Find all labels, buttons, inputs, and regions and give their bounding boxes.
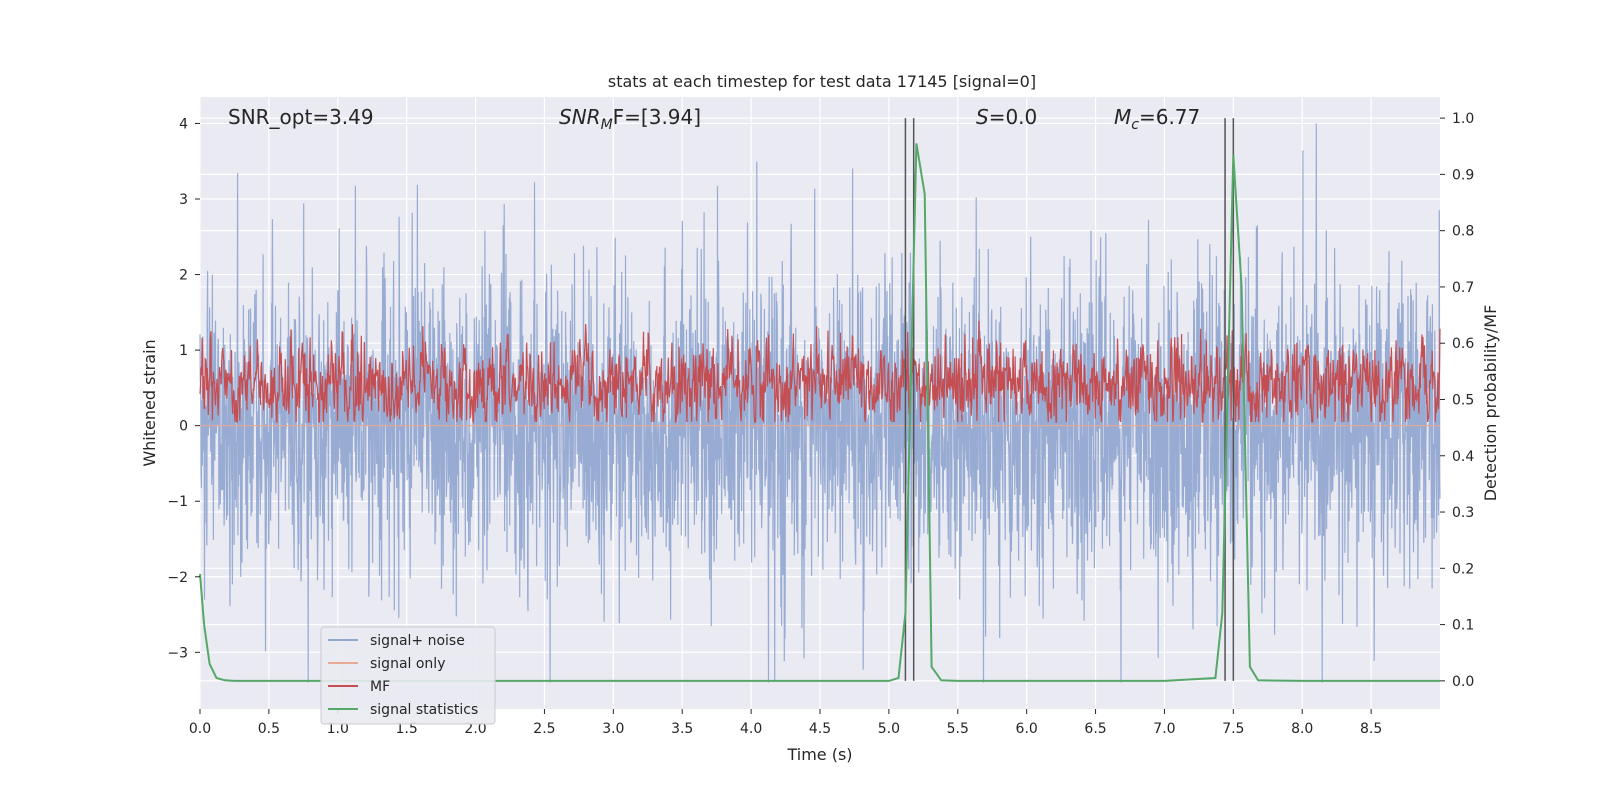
annotation-s-rest: =0.0 — [989, 105, 1038, 129]
annotation-snr-mf-sub: M — [601, 117, 613, 133]
annotation-snr-mf-main: SNR — [559, 105, 601, 129]
annotation-snr-mf-rest: F=[3.94] — [613, 105, 701, 129]
signal-statistics-line — [199, 143, 1440, 682]
x-tick-label: 4.5 — [809, 721, 831, 737]
y-right-tick-label: 0.5 — [1452, 392, 1474, 408]
x-axis-title: Time (s) — [786, 745, 852, 764]
x-tick-label: 0.5 — [258, 721, 280, 737]
legend-label-signal-only: signal only — [370, 656, 445, 672]
y-right-tick-label: 0.6 — [1452, 336, 1474, 352]
chart-title: stats at each timestep for test data 171… — [608, 72, 1036, 91]
annotation-s-main: S — [976, 105, 989, 129]
y-right-tick-label: 0.1 — [1452, 618, 1474, 634]
x-tick-label: 1.5 — [396, 721, 418, 737]
x-tick-label: 8.5 — [1360, 721, 1382, 737]
y-left-tick-label: 4 — [179, 116, 188, 132]
x-tick-label: 5.0 — [878, 721, 900, 737]
annotation-mc: Mc=6.77 — [1114, 105, 1200, 133]
y-axis-right-ticks: 1.0 0.9 0.8 0.7 0.6 0.5 0.4 0.3 0.2 0.1 0.0 — [1440, 111, 1474, 690]
y-axis-left-title-text: Whitened strain — [140, 339, 159, 466]
x-tick-label: 2.0 — [464, 721, 486, 737]
x-tick-label: 6.5 — [1084, 721, 1106, 737]
y-right-tick-label: 0.3 — [1452, 505, 1474, 521]
annotation-snr-mf: SNRMF=[3.94] — [559, 105, 701, 133]
legend-label-signal-noise: signal+ noise — [370, 633, 465, 649]
annotation-mc-main: M — [1114, 105, 1131, 129]
x-tick-label: 0.0 — [189, 721, 211, 737]
annotation-s: S=0.0 — [976, 105, 1037, 129]
y-left-tick-label: 3 — [179, 192, 188, 208]
x-tick-label: 3.5 — [671, 721, 693, 737]
annotation-mc-rest: =6.77 — [1139, 105, 1200, 129]
y-right-tick-label: 1.0 — [1452, 111, 1474, 127]
x-tick-label: 2.5 — [533, 721, 555, 737]
y-left-tick-label: 1 — [179, 343, 188, 359]
x-tick-label: 8.0 — [1291, 721, 1313, 737]
x-tick-label: 6.0 — [1016, 721, 1038, 737]
series-signal-statistics — [199, 143, 1440, 682]
y-right-tick-label: 0.9 — [1452, 167, 1474, 183]
y-left-tick-label: −2 — [167, 570, 188, 586]
annotation-snr-opt: SNR_opt=3.49 — [228, 105, 374, 129]
annotation-mc-sub: c — [1131, 117, 1139, 133]
y-left-tick-label: −3 — [167, 645, 188, 661]
x-tick-label: 7.0 — [1153, 721, 1175, 737]
y-left-tick-label: 0 — [179, 419, 188, 435]
y-right-tick-label: 0.4 — [1452, 449, 1474, 465]
legend: signal+ noise signal only MF signal stat… — [320, 626, 496, 725]
y-right-tick-label: 0.7 — [1452, 280, 1474, 296]
y-right-tick-label: 0.0 — [1452, 674, 1474, 690]
legend-box — [320, 626, 496, 725]
annotations: SNR_opt=3.49 SNRMF=[3.94] S=0.0 Mc=6.77 — [228, 105, 1200, 133]
y-axis-left-ticks: 4 3 2 1 0 −1 −2 −3 — [167, 116, 200, 661]
plot-area — [199, 97, 1441, 709]
y-right-tick-label: 0.2 — [1452, 561, 1474, 577]
x-tick-label: 4.0 — [740, 721, 762, 737]
x-axis-ticks: 0.0 0.5 1.0 1.5 2.0 2.5 3.0 3.5 4.0 4.5 5.0 5.5 6.0 6… — [189, 709, 1382, 737]
legend-label-signal-statistics: signal statistics — [370, 702, 478, 718]
x-tick-label: 3.0 — [602, 721, 624, 737]
y-left-tick-label: −1 — [167, 494, 188, 510]
y-axis-right-title: Detection probability/MF — [1481, 305, 1500, 502]
x-tick-label: 5.5 — [947, 721, 969, 737]
y-left-tick-label: 2 — [179, 268, 188, 284]
x-tick-label: 1.0 — [327, 721, 349, 737]
x-tick-label: 7.5 — [1222, 721, 1244, 737]
y-right-tick-label: 0.8 — [1452, 224, 1474, 240]
legend-label-mf: MF — [370, 679, 390, 695]
